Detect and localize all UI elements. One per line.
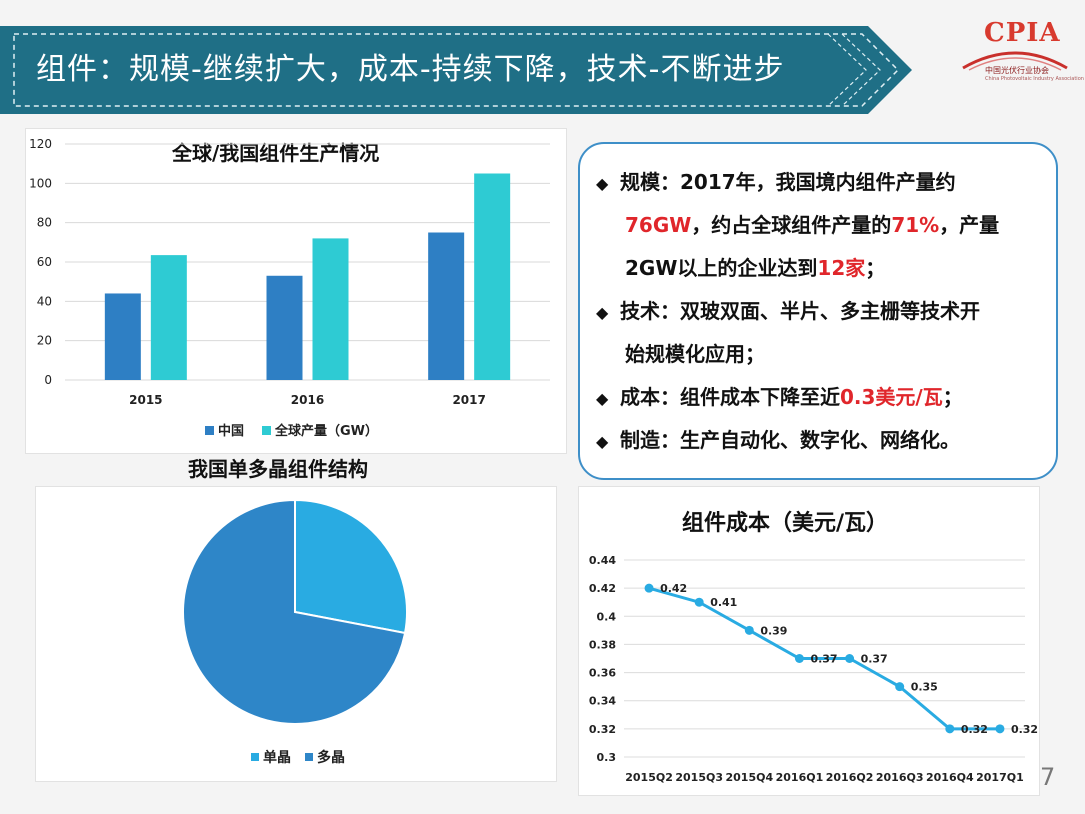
data-point-2015Q4: [744, 625, 754, 635]
bullet-manufacturing: ◆ 制造：生产自动化、数字化、网络化。: [596, 428, 960, 452]
data-point-2015Q2: [644, 583, 654, 593]
highlight-12: 12家: [817, 256, 866, 280]
data-label: 0.42: [660, 582, 687, 595]
bullet-scale: ◆ 规模：2017年，我国境内组件产量约: [596, 170, 956, 194]
cost-line: [648, 586, 1000, 731]
legend-swatch: [205, 426, 214, 435]
data-label: 0.35: [911, 681, 938, 694]
x-tick-label: 2015: [129, 393, 162, 407]
y-tick-label: 60: [37, 255, 52, 269]
pie-chart: 单晶 多晶: [182, 498, 408, 766]
bullet-tech-line2: 始规模化应用；: [625, 342, 765, 366]
x-tick-label: 2016Q3: [876, 771, 924, 784]
x-tick-label: 2015Q3: [675, 771, 723, 784]
data-label: 0.39: [760, 624, 787, 637]
page-title: 组件：规模-继续扩大，成本-持续下降，技术-不断进步: [36, 52, 785, 87]
pie-chart-title: 我国单多晶组件结构: [188, 457, 368, 481]
highlight-71pct: 71%: [891, 213, 940, 237]
legend-swatch: [305, 753, 313, 761]
data-point-2016Q4: [945, 724, 955, 734]
y-tick-label: 120: [29, 137, 52, 151]
bullet-scale-line3: 2GW以上的企业达到12家；: [625, 256, 886, 280]
title-banner: [0, 26, 912, 114]
y-tick-label: 0.32: [589, 723, 616, 736]
bar-china-2015: [104, 293, 141, 380]
legend-swatch: [262, 426, 271, 435]
highlight-76gw: 76GW: [625, 213, 692, 237]
data-label: 0.32: [1011, 723, 1038, 736]
legend-label: 中国: [218, 423, 244, 439]
x-tick-label: 2017: [452, 393, 485, 407]
legend-label: 单晶: [263, 749, 291, 766]
y-tick-label: 0.4: [597, 610, 617, 623]
y-tick-label: 20: [37, 334, 52, 348]
bar-global-2015: [150, 255, 187, 380]
y-tick-label: 100: [29, 176, 52, 190]
y-tick-label: 0: [44, 373, 52, 387]
diamond-icon: ◆: [596, 389, 609, 408]
x-tick-label: 2016: [291, 393, 324, 407]
x-tick-label: 2015Q2: [625, 771, 673, 784]
legend-swatch: [251, 753, 259, 761]
logo-subtitle-en: China Photovoltaic Industry Association: [985, 76, 1084, 82]
line-chart-title: 组件成本（美元/瓦）: [682, 511, 889, 536]
y-tick-label: 40: [37, 294, 52, 308]
bullet-tech: ◆ 技术：双玻双面、半片、多主栅等技术开: [596, 299, 980, 323]
bar-global-2016: [312, 238, 349, 380]
bar-global-2017: [474, 173, 511, 380]
data-point-2017Q1: [995, 724, 1005, 734]
data-point-2016Q2: [845, 654, 855, 663]
data-label: 0.32: [961, 723, 988, 736]
bar-chart-title: 全球/我国组件生产情况: [172, 141, 380, 165]
x-tick-label: 2017Q1: [976, 771, 1024, 784]
data-point-2015Q3: [694, 597, 704, 607]
y-tick-label: 80: [37, 216, 52, 230]
legend-label: 全球产量（GW）: [274, 423, 378, 439]
bar-china-2016: [266, 275, 303, 380]
data-point-2016Q1: [794, 654, 804, 663]
line-chart-panel: [578, 486, 1040, 796]
data-point-2016Q3: [895, 682, 905, 692]
x-tick-label: 2016Q1: [776, 771, 824, 784]
y-tick-label: 0.38: [589, 638, 616, 651]
x-tick-label: 2016Q4: [926, 771, 974, 784]
key-points-box: ◆ 规模：2017年，我国境内组件产量约 76GW，约占全球组件产量的71%，产量…: [578, 142, 1058, 480]
line-chart: 0.3 0.32 0.34 0.36 0.38 0.4 0.42 0.44 0.42 2015Q2…: [589, 554, 1038, 784]
diamond-icon: ◆: [596, 303, 609, 322]
y-tick-label: 0.3: [597, 751, 617, 764]
y-tick-label: 0.44: [589, 554, 616, 567]
data-label: 0.37: [810, 653, 837, 666]
data-label: 0.37: [861, 653, 888, 666]
page-number: 7: [1040, 763, 1056, 791]
legend-label: 多晶: [317, 749, 345, 766]
x-tick-label: 2016Q2: [826, 771, 874, 784]
logo-subtitle: 中国光伏行业协会: [985, 66, 1049, 75]
bar-chart: 0 20 40 60 80 100 120 2015 2016 2017 中国 全球产量（GW）: [29, 137, 550, 439]
data-label: 0.41: [710, 596, 737, 609]
y-tick-label: 0.36: [589, 667, 616, 680]
pie-slice-单晶: [294, 498, 408, 635]
x-tick-label: 2015Q4: [726, 771, 774, 784]
logo-text: CPIA: [984, 18, 1061, 48]
bar-china-2017: [428, 232, 465, 380]
diamond-icon: ◆: [596, 174, 609, 193]
bullet-scale-line2: 76GW，约占全球组件产量的71%，产量: [625, 213, 1000, 237]
y-tick-label: 0.42: [589, 582, 616, 595]
diamond-icon: ◆: [596, 432, 609, 451]
y-tick-label: 0.34: [589, 695, 616, 708]
highlight-cost: 0.3美元/瓦: [840, 385, 943, 409]
pie-slice-多晶: [182, 498, 407, 725]
cpia-logo-icon: [962, 51, 1068, 71]
bullet-cost: ◆ 成本：组件成本下降至近0.3美元/瓦；: [596, 385, 963, 409]
